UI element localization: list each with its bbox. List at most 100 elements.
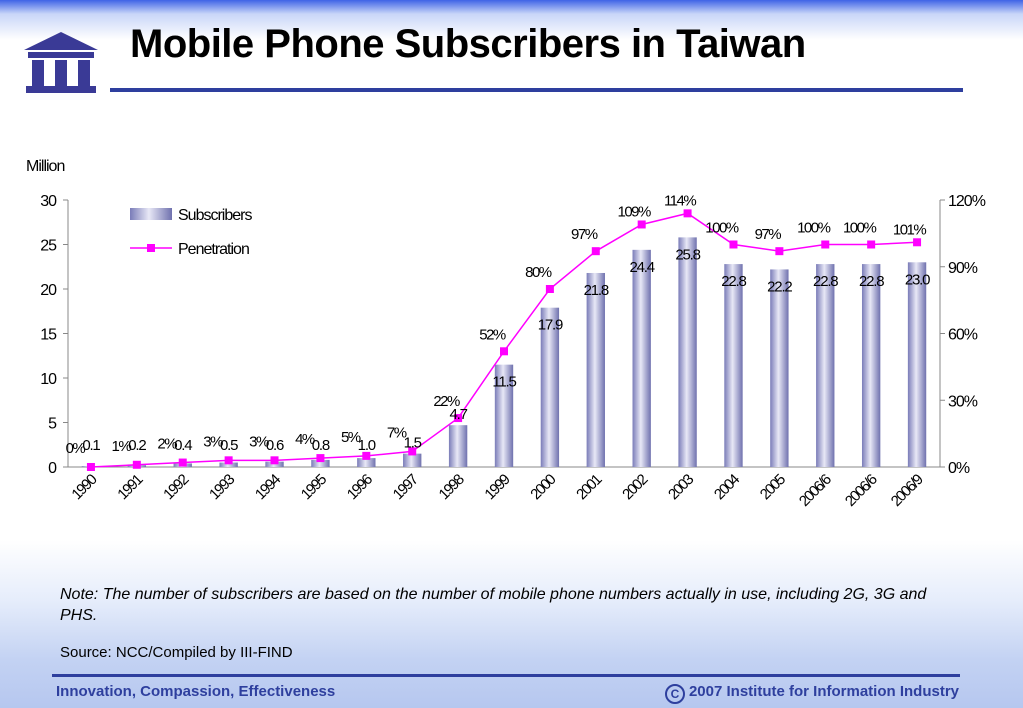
penetration-value-label: 97%	[755, 226, 782, 243]
bar-value-label: 17.9	[538, 317, 563, 334]
penetration-point-16	[821, 240, 830, 249]
bar-value-label: 22.8	[859, 273, 884, 290]
x-tick-label: 1999	[481, 471, 513, 503]
penetration-point-15	[775, 247, 784, 256]
chart-note: Note: The number of subscribers are base…	[60, 586, 927, 624]
penetration-point-12	[637, 220, 646, 229]
x-tick-label: 1993	[206, 471, 238, 503]
footer-copyright: C 2007 Institute for Information Industry	[664, 683, 959, 704]
x-tick-label: 2006/6	[842, 471, 881, 510]
penetration-point-6	[362, 451, 371, 460]
penetration-value-label: 80%	[525, 264, 552, 281]
bar-value-label: 1.5	[404, 435, 422, 452]
title-divider	[110, 88, 963, 92]
bar-value-label: 4.7	[449, 406, 467, 423]
bar-value-label: 0.8	[312, 437, 330, 454]
penetration-point-7	[408, 447, 417, 456]
legend-subscribers-label: Subscribers	[178, 207, 252, 224]
x-tick-label: 1994	[252, 471, 284, 503]
bar-subscribers-10	[540, 307, 560, 467]
penetration-point-2	[178, 458, 187, 467]
left-tick-label: 20	[40, 282, 57, 299]
bar-value-label: 0.1	[82, 437, 100, 454]
penetration-value-label: 52%	[479, 326, 506, 343]
penetration-value-label: 97%	[571, 226, 598, 243]
x-tick-label: 2003	[665, 471, 697, 503]
left-tick-label: 10	[40, 371, 57, 388]
penetration-point-13	[683, 209, 692, 218]
bar-subscribers-4	[265, 461, 284, 467]
bar-subscribers-17	[861, 264, 881, 467]
bar-value-label: 23.0	[905, 271, 930, 288]
bar-value-label: 1.0	[358, 437, 376, 454]
page-title: Mobile Phone Subscribers in Taiwan	[130, 22, 806, 66]
bar-value-label: 0.2	[128, 437, 146, 454]
penetration-value-label: 3%	[249, 433, 269, 450]
x-tick-label: 2001	[573, 471, 605, 503]
x-tick-label: 2006/9	[888, 471, 927, 510]
bar-value-label: 0.6	[266, 437, 284, 454]
bar-value-label: 21.8	[584, 282, 609, 299]
penetration-point-10	[545, 285, 554, 293]
bar-subscribers-5	[311, 459, 330, 467]
bar-subscribers-8	[448, 425, 468, 467]
x-tick-label: 2000	[527, 471, 559, 503]
bar-subscribers-3	[219, 462, 238, 467]
copyright-icon: C	[664, 684, 685, 704]
penetration-point-14	[729, 240, 738, 249]
penetration-value-label: 100%	[843, 220, 877, 237]
bar-value-label: 11.5	[492, 374, 516, 391]
penetration-point-8	[454, 414, 463, 423]
x-tick-label: 1995	[298, 471, 330, 503]
x-tick-label: 1992	[160, 471, 192, 503]
x-tick-label: 2004	[711, 471, 743, 503]
x-tick-label: 2005	[757, 471, 789, 503]
institution-building-icon	[24, 32, 98, 93]
penetration-point-0	[86, 463, 95, 471]
bar-subscribers-11	[586, 272, 605, 467]
subscribers-chart: Million 0 5 10 15 20 25 30 0% 30% 60% 90% 120% 1990 19…	[26, 158, 987, 510]
x-tick-label: 1990	[68, 471, 100, 503]
bar-value-label: 22.8	[813, 273, 838, 290]
bar-subscribers-13	[678, 237, 697, 467]
penetration-point-4	[270, 456, 279, 465]
bar-value-label: 22.8	[721, 273, 746, 290]
penetration-point-17	[867, 240, 876, 249]
bar-subscribers-18	[907, 262, 927, 467]
bar-value-label: 24.4	[629, 259, 654, 276]
penetration-value-label: 7%	[387, 424, 407, 441]
penetration-point-5	[316, 454, 325, 463]
legend-penetration-marker	[147, 244, 155, 252]
penetration-value-label: 0%	[66, 440, 86, 457]
penetration-value-label: 100%	[705, 220, 739, 237]
left-tick-label: 5	[48, 416, 57, 433]
bar-subscribers-12	[632, 249, 651, 467]
x-tick-label: 1991	[114, 471, 146, 503]
penetration-value-label: 109%	[617, 203, 651, 220]
penetration-point-11	[591, 247, 600, 256]
penetration-value-label: 114%	[664, 192, 696, 209]
bar-value-label: 25.8	[675, 246, 700, 263]
penetration-value-label: 2%	[157, 436, 177, 453]
penetration-value-label: 101%	[893, 221, 927, 238]
bar-value-label: 0.5	[220, 437, 238, 454]
penetration-value-label: 22%	[433, 393, 460, 410]
left-tick-label: 15	[40, 327, 57, 344]
penetration-point-1	[132, 460, 141, 469]
bar-subscribers-16	[816, 264, 835, 467]
bar-subscribers-9	[494, 364, 514, 467]
left-tick-label: 25	[40, 238, 57, 255]
legend-penetration-label: Penetration	[178, 241, 249, 258]
y-axis-unit-label: Million	[26, 158, 64, 175]
bar-subscribers-7	[403, 453, 422, 467]
footer-divider	[52, 674, 960, 677]
legend-subscribers-swatch	[130, 208, 172, 220]
footer-slogan: Innovation, Compassion, Effectiveness	[56, 683, 336, 700]
bar-subscribers-6	[357, 458, 376, 467]
bar-subscribers-15	[770, 269, 789, 467]
penetration-value-label: 5%	[341, 429, 361, 446]
penetration-value-label: 3%	[203, 433, 223, 450]
right-tick-label: 30%	[948, 393, 978, 410]
left-tick-label: 30	[40, 193, 57, 210]
x-tick-label: 1998	[436, 471, 468, 503]
